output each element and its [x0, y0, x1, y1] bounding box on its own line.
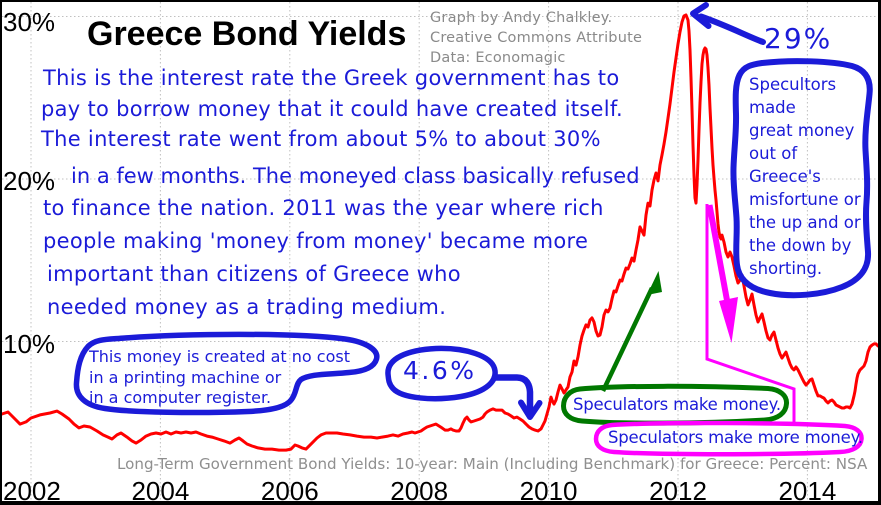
- commentary-line: people making 'money from money' became …: [43, 229, 589, 253]
- commentary-line: to finance the nation. 2011 was the year…: [43, 196, 604, 220]
- attribution-line: Data: Economagic: [430, 50, 566, 66]
- commentary-line: important than citizens of Greece who: [47, 262, 461, 286]
- right-bubble-line: Greece's: [749, 167, 821, 186]
- x-tick-label: 2012: [649, 476, 707, 505]
- left-bubble-text: in a computer register.: [89, 388, 272, 407]
- yield-line-series: [0, 13, 881, 452]
- peak-value-label: 29%: [764, 22, 833, 55]
- magenta-box-label: Speculators make more money.: [608, 428, 863, 447]
- attribution-line: Graph by Andy Chalkley.: [430, 10, 613, 26]
- commentary-line: in a few months. The moneyed class basic…: [71, 164, 640, 188]
- right-bubble-line: Specultors: [749, 75, 837, 94]
- right-bubble-line: misfortune or: [749, 190, 861, 209]
- x-tick-label: 2008: [390, 476, 449, 505]
- peak-arrow: [690, 2, 766, 45]
- magenta-box: [593, 420, 864, 457]
- left-bubble-text: This money is created at no cost: [89, 347, 350, 366]
- right-bubble-line: great money: [749, 121, 855, 140]
- right-bubble-line: shorting.: [749, 259, 823, 278]
- dip-value-label: 4.6%: [403, 356, 477, 385]
- x-tick-label: 2002: [3, 476, 61, 505]
- left-bubble-outline: [73, 331, 380, 416]
- commentary-line: The interest rate went from about 5% to …: [41, 127, 601, 151]
- magenta-arrow: [705, 204, 796, 425]
- dip-bubble-outline: [385, 345, 543, 420]
- y-tick-label: 20%: [3, 166, 56, 196]
- y-tick-label: 30%: [3, 7, 56, 37]
- chart-title: Greece Bond Yields: [87, 15, 407, 53]
- left-bubble-text: in a printing machine or: [89, 368, 282, 387]
- right-bubble-line: made: [749, 98, 796, 117]
- green-box-label: Speculators make money.: [573, 395, 781, 414]
- commentary-line: pay to borrow money that it could have c…: [41, 97, 623, 121]
- right-bubble-outline: [730, 58, 873, 299]
- series-caption: Long-Term Government Bond Yields: 10-yea…: [117, 455, 868, 473]
- right-bubble-line: the down by: [749, 236, 852, 255]
- commentary-line: This is the interest rate the Greek gove…: [43, 66, 620, 90]
- right-bubble-line: out of: [749, 144, 798, 163]
- green-box: [560, 383, 789, 426]
- commentary-line: needed money as a trading medium.: [47, 295, 447, 319]
- green-arrow: [600, 271, 662, 392]
- right-bubble-line: the up and or: [749, 213, 861, 232]
- y-tick-label: 10%: [3, 328, 56, 359]
- x-tick-label: 2006: [260, 476, 319, 505]
- x-tick-label: 2010: [519, 476, 578, 505]
- x-tick-label: 2004: [131, 476, 190, 505]
- x-tick-label: 2014: [778, 476, 837, 505]
- attribution-line: Creative Commons Attribute: [430, 30, 643, 46]
